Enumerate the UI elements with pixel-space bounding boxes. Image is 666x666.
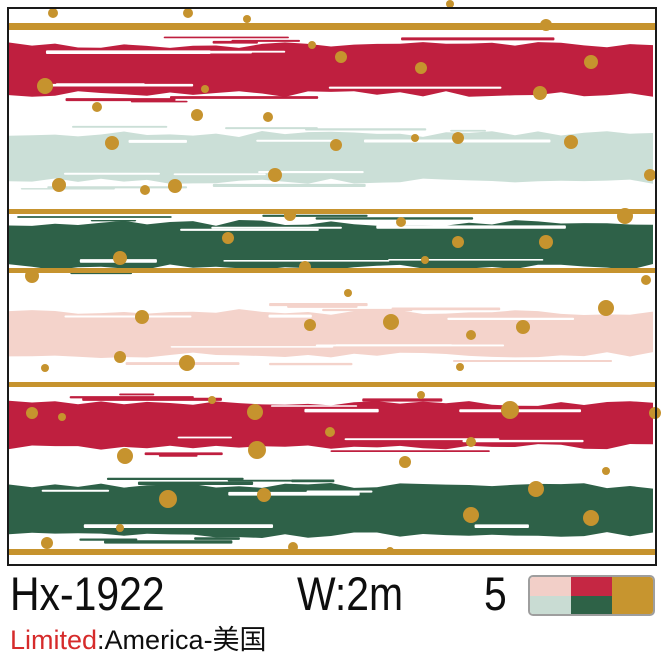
swatch-cell-pink [530, 577, 571, 596]
product-code: Hx-1922 [10, 567, 165, 620]
limited-value: :America-美国 [97, 625, 267, 655]
width-label: W:2m [297, 567, 404, 620]
limited-label: Limited [10, 625, 98, 655]
color-swatch [528, 575, 655, 616]
swatch-cell-mint [530, 595, 571, 614]
pattern-image [7, 0, 661, 566]
quantity-value: 5 [484, 567, 507, 620]
swatch-cell-red [571, 577, 612, 596]
stripe-pattern-graphic [7, 0, 661, 566]
limited-line: Limited:America-美国 [10, 626, 267, 654]
swatch-cell-gold [612, 577, 653, 614]
swatch-cell-green [571, 595, 612, 614]
